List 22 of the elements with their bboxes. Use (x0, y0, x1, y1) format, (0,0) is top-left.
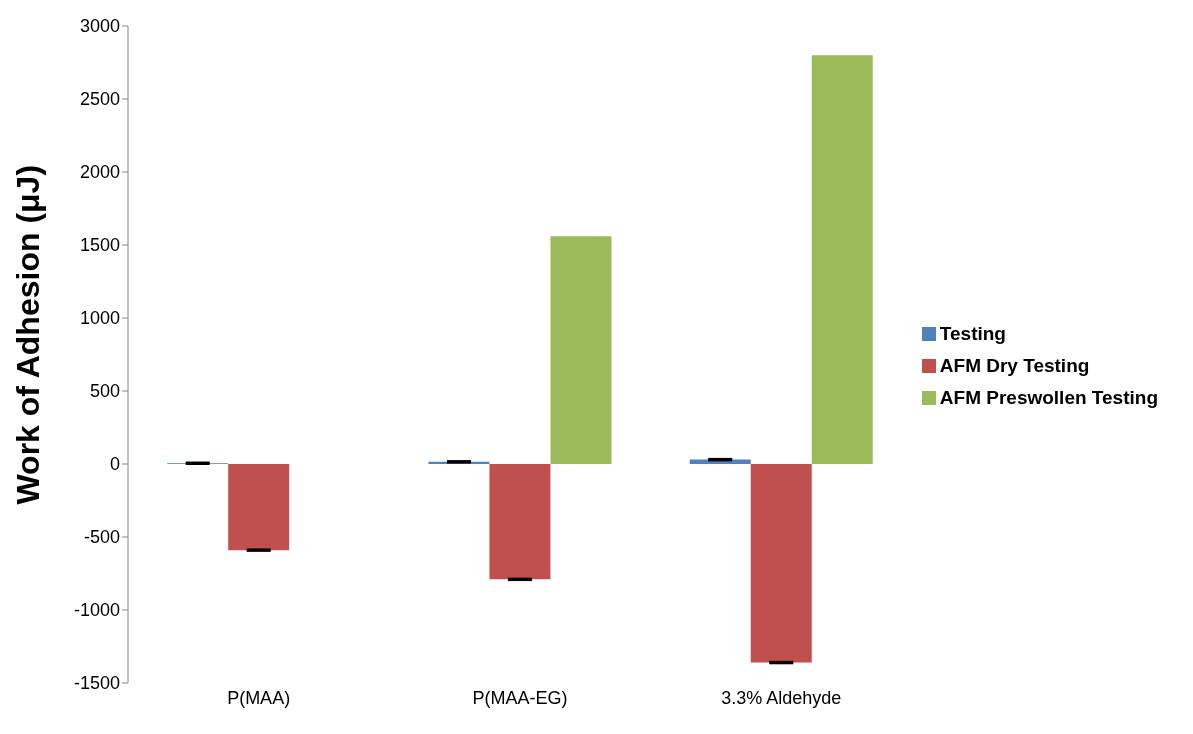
y-tick-label: 0 (109, 454, 120, 475)
y-tick-label: 1000 (79, 308, 120, 329)
bar (228, 464, 290, 551)
x-tick-label: P(MAA) (227, 687, 291, 708)
bar (750, 464, 812, 663)
y-tick-label: 500 (89, 381, 120, 402)
y-tick-label: 3000 (79, 16, 120, 37)
y-tick-label: 2000 (79, 162, 120, 183)
legend-label: AFM Preswollen Testing (939, 386, 1158, 408)
y-tick-label: 1500 (79, 235, 120, 256)
x-tick-label: P(MAA-EG) (472, 687, 568, 708)
y-axis-title: Work of Adhesion (μJ) (10, 164, 47, 505)
y-tick-label: -1000 (73, 600, 120, 621)
y-tick-label: -500 (83, 527, 120, 548)
y-tick-label: 2500 (79, 89, 120, 110)
bar (811, 55, 873, 464)
legend-label: Testing (939, 322, 1006, 344)
y-tick-label: -1500 (73, 673, 120, 694)
bar (489, 464, 551, 580)
legend-label: AFM Dry Testing (939, 354, 1090, 376)
x-tick-label: 3.3% Aldehyde (721, 687, 842, 708)
bar (550, 236, 612, 464)
